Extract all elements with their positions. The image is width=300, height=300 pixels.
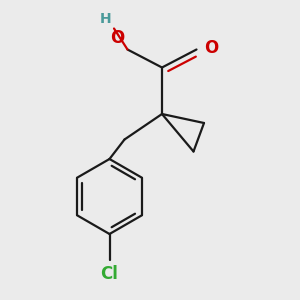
Text: H: H — [99, 12, 111, 26]
Text: Cl: Cl — [100, 265, 118, 283]
Text: O: O — [204, 39, 218, 57]
Text: O: O — [110, 29, 124, 47]
